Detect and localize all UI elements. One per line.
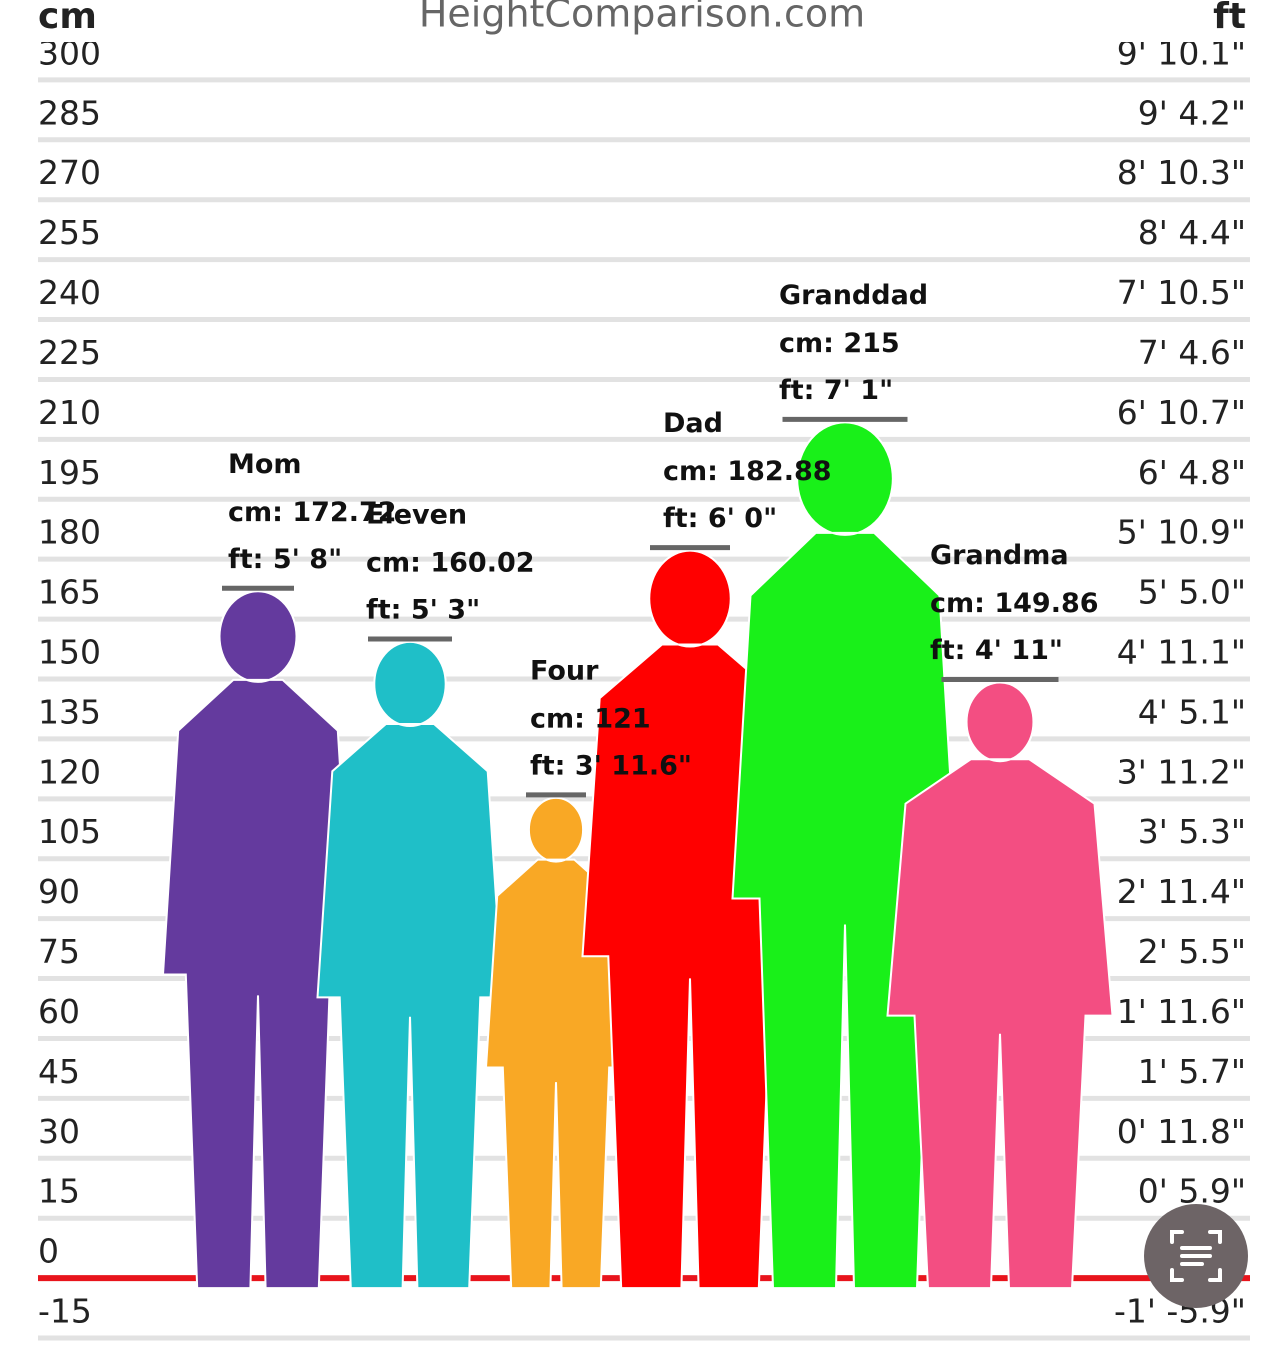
y2-tick-label: 4' 5.1": [1138, 692, 1246, 731]
person-name: Granddad: [779, 280, 928, 311]
y-tick-label: 240: [38, 273, 101, 312]
person-silhouette: [161, 590, 355, 1290]
y2-tick-label: 7' 10.5": [1117, 273, 1246, 312]
y2-tick-label: 2' 5.5": [1138, 932, 1246, 971]
y-tick-label: 165: [38, 573, 101, 612]
person-silhouette: [886, 681, 1114, 1290]
y2-tick-label: 5' 5.0": [1138, 573, 1246, 612]
y2-tick-label: 3' 5.3": [1138, 812, 1246, 851]
cm-label: cm: 215: [779, 328, 900, 359]
person-silhouette: [731, 421, 959, 1290]
y-tick-label: 120: [38, 752, 101, 791]
y-tick-label: -15: [38, 1292, 92, 1331]
y2-tick-label: 8' 10.3": [1117, 153, 1246, 192]
y-axis-label: cm: [38, 0, 97, 37]
header-bg: [0, 0, 1284, 42]
y-tick-label: 195: [38, 453, 101, 492]
ft-label: ft: 6' 0": [663, 503, 777, 534]
y-tick-label: 270: [38, 153, 101, 192]
y2-tick-label: 1' 11.6": [1117, 992, 1246, 1031]
person-name: Dad: [663, 408, 723, 439]
y2-tick-label: 0' 11.8": [1117, 1112, 1246, 1151]
y-tick-label: 225: [38, 333, 101, 372]
scan-button[interactable]: [1144, 1204, 1248, 1308]
person-name: Four: [530, 655, 599, 686]
labels: Mom cm: 172.72 ft: 5' 8" Eleven cm: 160.02 ft…: [228, 280, 1099, 781]
y2-tick-label: 7' 4.6": [1138, 333, 1246, 372]
y-tick-label: 90: [38, 872, 80, 911]
y-tick-label: 150: [38, 632, 101, 671]
y2-tick-label: 6' 10.7": [1117, 393, 1246, 432]
cm-label: cm: 160.02: [366, 547, 535, 578]
y2-tick-label: 2' 11.4": [1117, 872, 1246, 911]
y-tick-label: 105: [38, 812, 101, 851]
y-tick-label: 75: [38, 932, 80, 971]
ft-label: ft: 4' 11": [930, 635, 1063, 666]
y2-tick-label: 8' 4.4": [1138, 213, 1246, 252]
ft-label: ft: 5' 8": [228, 544, 342, 575]
marks: [161, 416, 1114, 1290]
person-name: Eleven: [366, 499, 467, 530]
y-tick-label: 135: [38, 692, 101, 731]
ft-label: ft: 5' 3": [366, 594, 480, 625]
y-tick-label: 210: [38, 393, 101, 432]
y-tick-label: 15: [38, 1172, 80, 1211]
y2-tick-label: 6' 4.8": [1138, 453, 1246, 492]
y2-tick-label: 3' 11.2": [1117, 752, 1246, 791]
y-tick-label: 180: [38, 513, 101, 552]
cm-label: cm: 172.72: [228, 497, 397, 528]
y2-tick-label: 1' 5.7": [1138, 1052, 1246, 1091]
chart-title: HeightComparison.com: [419, 0, 865, 36]
y-tick-label: 0: [38, 1232, 59, 1271]
y2-tick-label: 9' 4.2": [1138, 93, 1246, 132]
y-tick-label: 45: [38, 1052, 80, 1091]
cm-label: cm: 149.86: [930, 588, 1099, 619]
y2-tick-label: 0' 5.9": [1138, 1172, 1246, 1211]
y-tick-label: 255: [38, 213, 101, 252]
y-tick-label: 60: [38, 992, 80, 1031]
ft-label: ft: 7' 1": [779, 375, 893, 406]
y2-tick-label: 5' 10.9": [1117, 513, 1246, 552]
person-silhouette: [316, 641, 504, 1290]
y-tick-label: 285: [38, 93, 101, 132]
y2-tick-label: 4' 11.1": [1117, 632, 1246, 671]
person-name: Grandma: [930, 540, 1069, 571]
person-name: Mom: [228, 449, 302, 480]
scan-icon: [1170, 1230, 1222, 1282]
y-tick-label: 30: [38, 1112, 80, 1151]
ft-label: ft: 3' 11.6": [530, 750, 692, 781]
y2-axis-label: ft: [1213, 0, 1246, 37]
cm-label: cm: 121: [530, 703, 651, 734]
cm-label: cm: 182.88: [663, 456, 832, 487]
